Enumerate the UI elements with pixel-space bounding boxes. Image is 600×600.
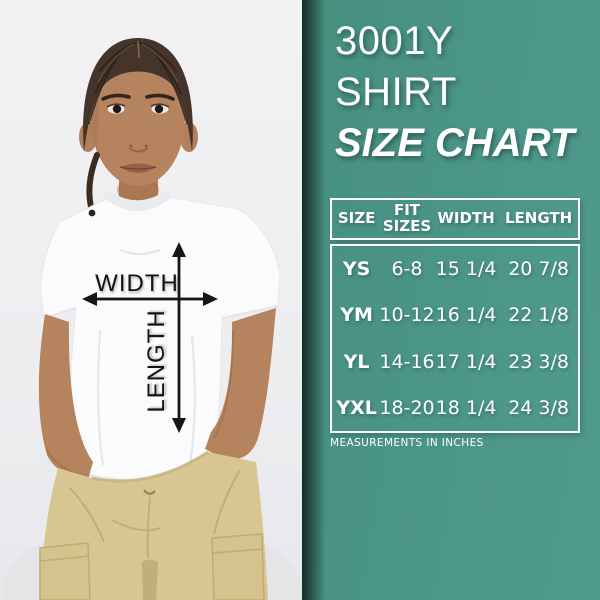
size-table-header: SIZE FIT SIZES WIDTH LENGTH [330,198,580,240]
cell-width: 18 1/4 [435,396,497,419]
cell-length: 22 1/8 [508,304,569,327]
cell-length: 24 3/8 [508,396,569,419]
table-row: YXL 18-20 18 1/4 24 3/8 [332,385,578,431]
title-model-number: 3001Y [335,19,454,63]
cell-size: YXL [336,396,377,419]
measurement-arrows [82,242,218,433]
width-arrow [82,292,218,306]
shirt-creases [43,249,279,466]
child-head [83,38,193,214]
eyebrows [101,93,175,101]
header-fit-sizes: FIT SIZES [382,201,432,235]
cell-width: 17 1/4 [435,350,497,373]
nose [128,144,149,153]
length-label: LENGTH [143,309,170,412]
table-row: YL 14-16 17 1/4 23 3/8 [332,339,578,385]
cell-width: 16 1/4 [435,304,497,327]
cell-fit-sizes: 14-16 [379,350,435,373]
hair-highlights [97,40,179,83]
header-width: WIDTH [437,209,495,228]
leg-gap-shadow [142,559,158,600]
cell-length: 20 7/8 [508,258,569,281]
length-arrow [172,242,186,433]
braid-tip [88,209,96,217]
table-row: YS 6-8 15 1/4 20 7/8 [332,246,578,292]
header-size: SIZE [337,209,376,228]
cell-size: YS [342,258,371,281]
child-photo: WIDTH LENGTH [2,38,302,600]
title-size-chart: SIZE CHART [335,121,575,165]
size-table-body: YS 6-8 15 1/4 20 7/8 YM 10-12 16 1/4 22 … [330,244,580,433]
cell-fit-sizes: 10-12 [379,304,435,327]
measurements-footnote: MEASUREMENTS IN INCHES [330,437,484,449]
size-chart-panel: 3001Y SHIRT SIZE CHART SIZE FIT SIZES WI… [302,0,600,600]
width-label: WIDTH [95,270,179,297]
cell-fit-sizes: 18-20 [379,396,435,419]
title-product: SHIRT [335,70,457,114]
cargo-pockets [39,533,265,600]
cell-size: YL [343,350,370,373]
header-length: LENGTH [505,209,573,228]
size-table: SIZE FIT SIZES WIDTH LENGTH YS 6-8 15 1/… [330,198,580,433]
photo-pane: WIDTH LENGTH [0,0,302,600]
cell-width: 15 1/4 [435,258,497,281]
lips [119,163,157,173]
table-row: YM 10-12 16 1/4 22 1/8 [332,292,578,338]
child-arms [38,308,276,480]
waistband [91,450,209,483]
child-pants [39,450,268,600]
eyes [106,103,170,114]
collar [103,189,173,212]
hanging-braid [86,152,100,214]
cell-fit-sizes: 6-8 [391,258,423,281]
cell-length: 23 3/8 [508,350,569,373]
drawstring [143,489,156,495]
panel-title: 3001Y SHIRT SIZE CHART [335,16,574,169]
pants-seams [69,469,241,559]
cell-size: YM [340,304,373,327]
